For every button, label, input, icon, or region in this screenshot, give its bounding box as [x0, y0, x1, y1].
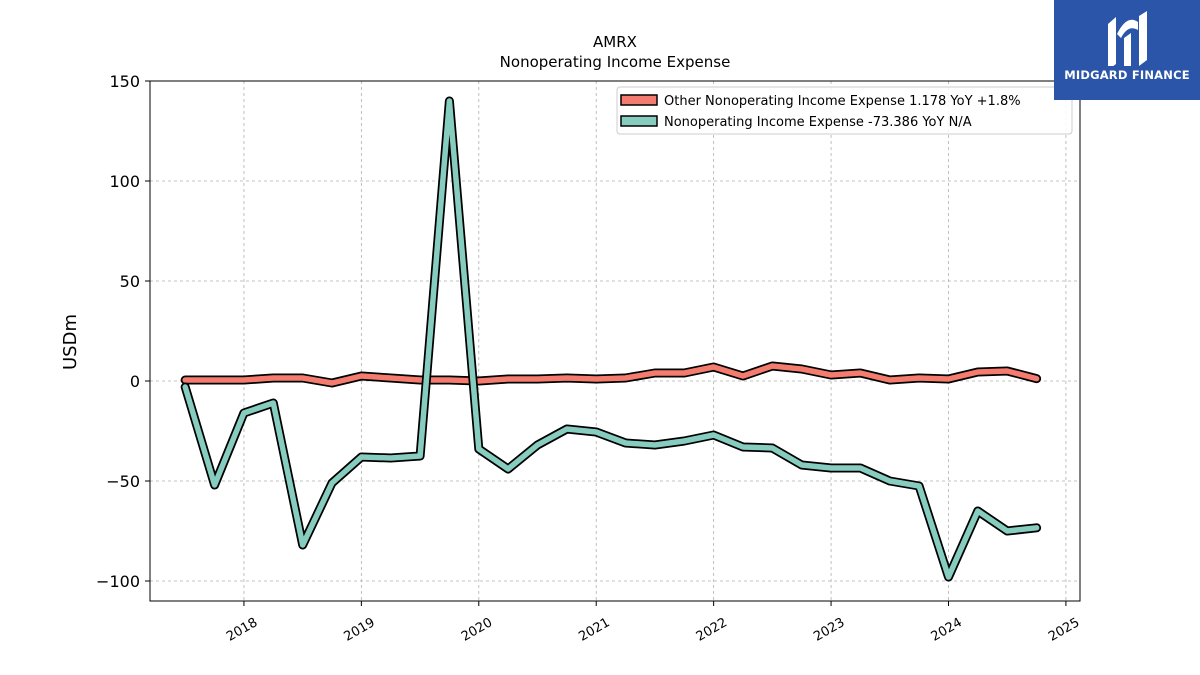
x-tick-label: 2022 — [694, 615, 730, 645]
series-line-other-nonoperating — [182, 363, 1040, 386]
legend-label-other-nonoperating: Other Nonoperating Income Expense 1.178 … — [664, 94, 1021, 109]
y-tick-label: 0 — [130, 372, 140, 391]
legend-swatch-other-nonoperating — [620, 94, 658, 106]
x-tick-label: 2018 — [224, 615, 260, 645]
x-tick-label: 2019 — [342, 615, 378, 645]
brand-logo: MIDGARD FINANCE — [1054, 0, 1200, 100]
y-tick-label: 150 — [109, 72, 140, 91]
chart-title: AMRX — [593, 33, 637, 51]
y-tick-label: 50 — [120, 272, 140, 291]
plot-frame — [149, 80, 1081, 602]
series-layer — [180, 96, 1042, 582]
series-line-nonoperating — [182, 98, 1040, 580]
y-tick-label: 100 — [109, 172, 140, 191]
series-outline-nonoperating — [180, 96, 1042, 582]
x-tick-label: 2020 — [459, 615, 495, 645]
y-tick-label: −50 — [106, 472, 140, 491]
legend: Other Nonoperating Income Expense 1.178 … — [616, 86, 1073, 135]
legend-frame — [616, 86, 1073, 135]
y-tick-label: −100 — [96, 572, 140, 591]
y-axis-label: USDm — [60, 314, 81, 370]
x-tick-label: 2024 — [929, 615, 965, 645]
midgard-logo-icon — [1108, 11, 1147, 66]
x-tick-label: 2025 — [1046, 615, 1082, 645]
x-tick-label: 2021 — [576, 615, 612, 645]
legend-label-nonoperating: Nonoperating Income Expense -73.386 YoY … — [664, 115, 972, 130]
grid-layer — [150, 80, 1080, 601]
x-tick-label: 2023 — [811, 615, 847, 645]
chart-subtitle: Nonoperating Income Expense — [500, 53, 731, 71]
legend-swatch-nonoperating — [620, 115, 658, 127]
brand-name: MIDGARD FINANCE — [1064, 68, 1190, 82]
